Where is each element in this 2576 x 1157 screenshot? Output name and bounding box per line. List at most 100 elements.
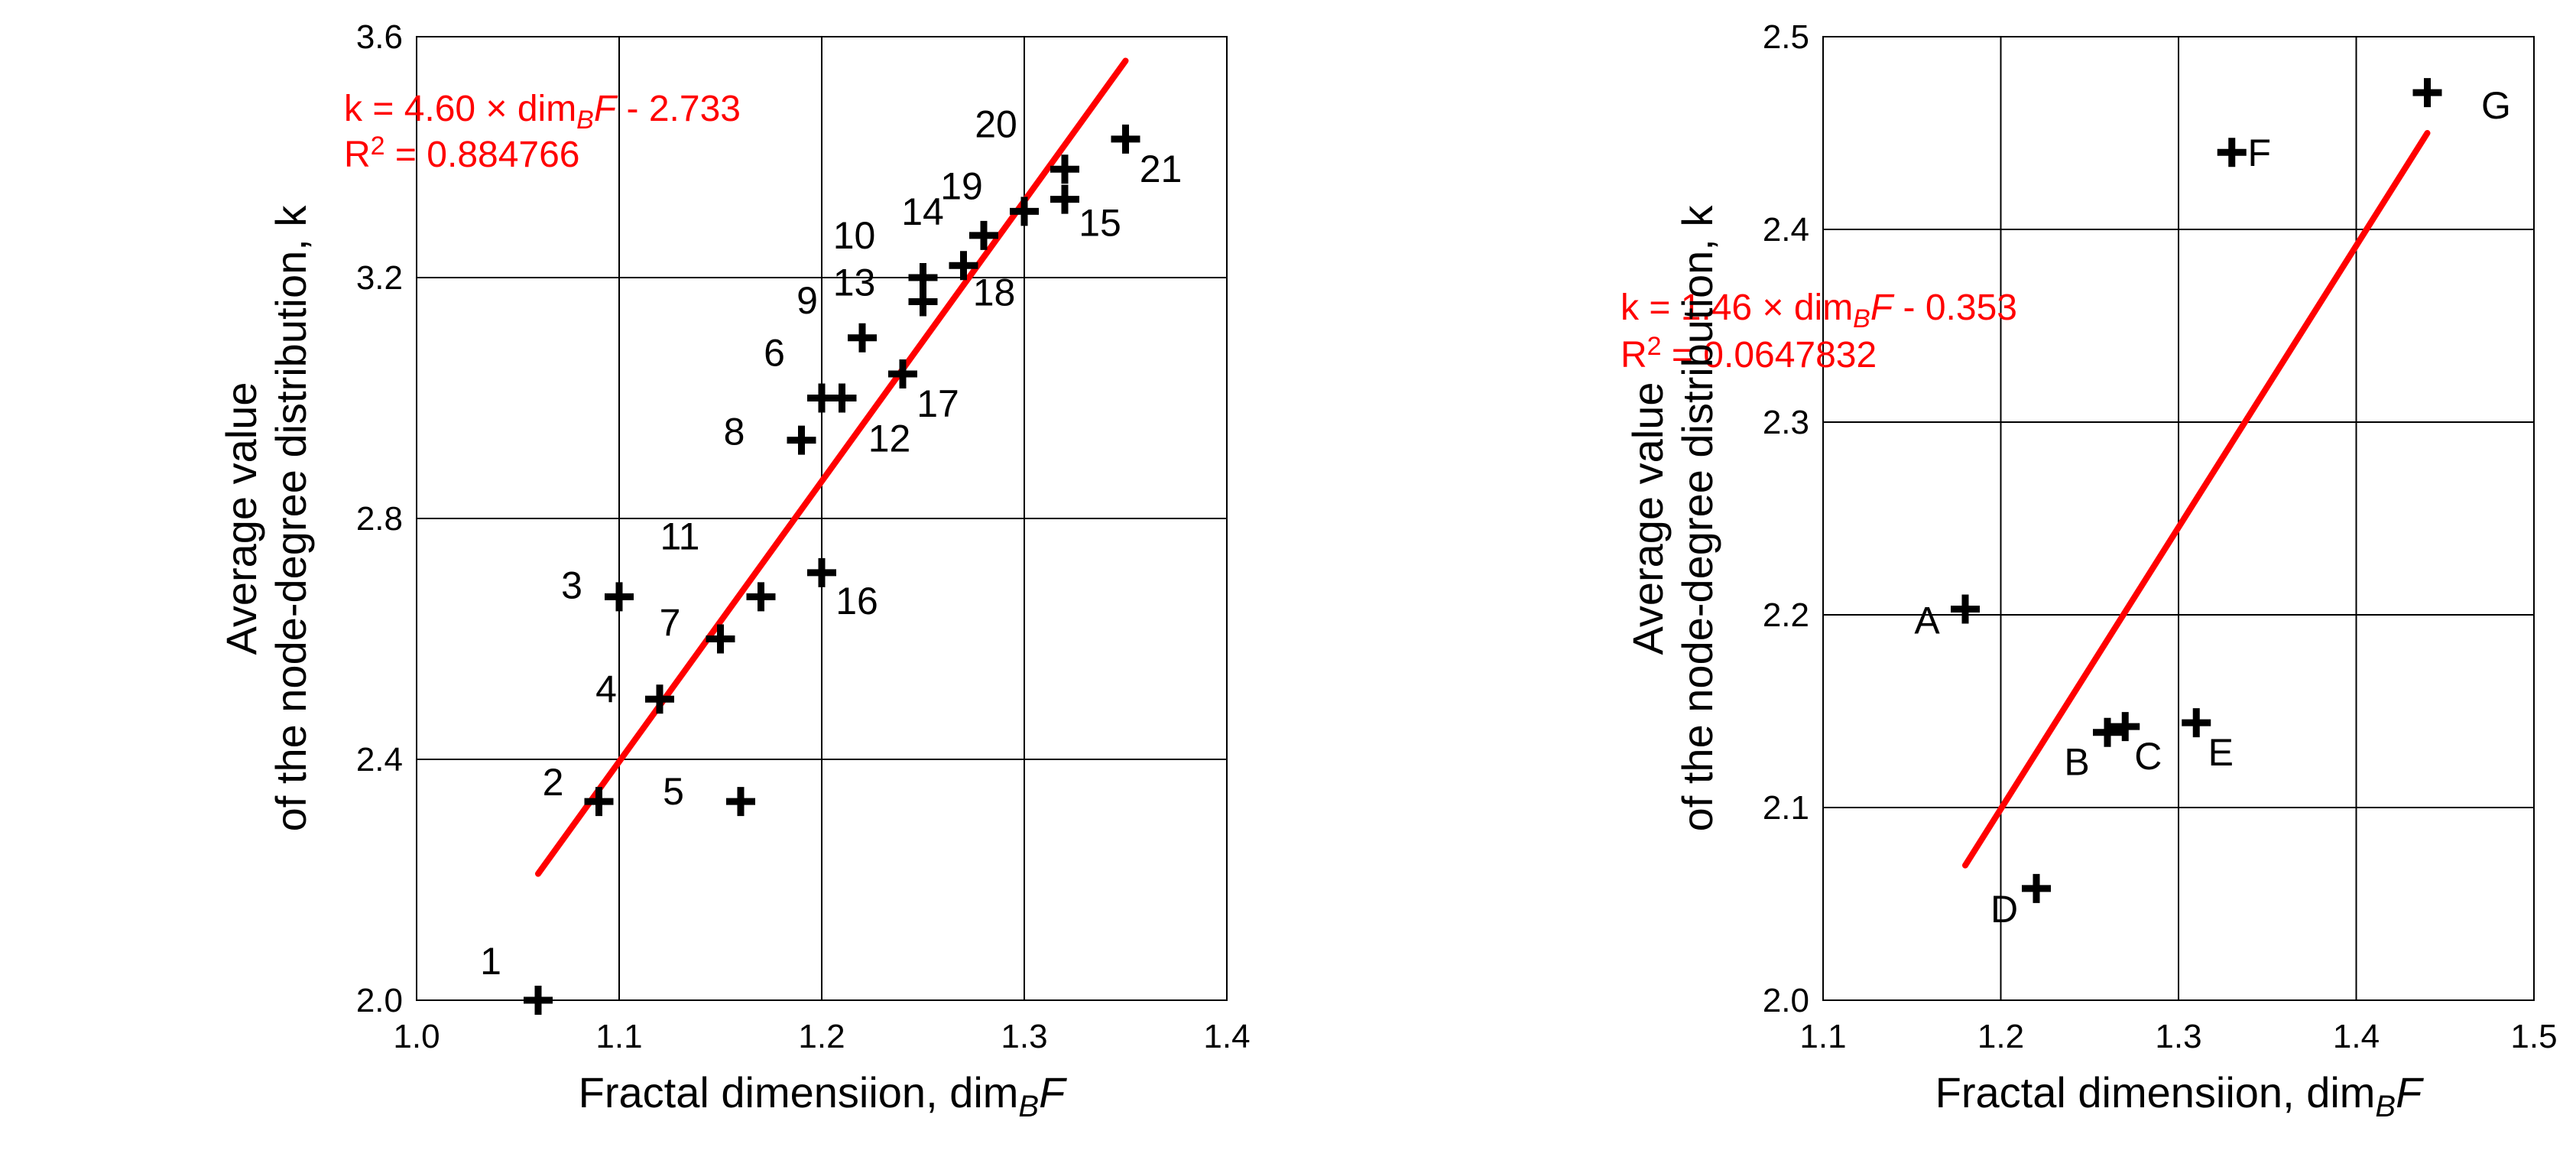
x-tick-label: 1.1 bbox=[1799, 1018, 1846, 1055]
data-point bbox=[807, 558, 836, 587]
y-tick-label: 3.2 bbox=[356, 259, 403, 297]
x-axis-label-text: Fractal dimensiion, dim bbox=[579, 1068, 1019, 1116]
data-point bbox=[747, 582, 776, 611]
data-point bbox=[1050, 185, 1079, 214]
r2-sup: 2 bbox=[1647, 332, 1662, 361]
point-label: B bbox=[2064, 741, 2089, 784]
x-axis-label-text: Fractal dimensiion, dim bbox=[1935, 1068, 2376, 1116]
point-label: 16 bbox=[835, 580, 878, 622]
point-label: 20 bbox=[975, 102, 1017, 145]
data-point bbox=[726, 787, 755, 816]
x-axis-label-sub: B bbox=[2375, 1090, 2396, 1123]
point-label: 2 bbox=[543, 761, 564, 804]
data-point bbox=[1111, 125, 1140, 154]
x-tick-label: 1.3 bbox=[1001, 1018, 1047, 1055]
data-point bbox=[909, 288, 938, 317]
y-tick-label: 2.5 bbox=[1763, 18, 1809, 56]
point-label: 11 bbox=[660, 515, 700, 557]
data-point bbox=[848, 323, 877, 353]
point-label: 17 bbox=[917, 382, 959, 425]
point-label: 4 bbox=[595, 668, 617, 710]
x-tick-label: 1.2 bbox=[798, 1018, 845, 1055]
data-point bbox=[2182, 708, 2211, 737]
fit-r-squared: R2 = 0.884766 bbox=[344, 132, 580, 175]
data-point bbox=[1010, 197, 1039, 226]
fit-equation-prefix: k = 4.60 × dim bbox=[344, 89, 576, 129]
point-label: F bbox=[2247, 132, 2271, 174]
data-point bbox=[787, 426, 816, 455]
point-label: 15 bbox=[1079, 202, 1121, 245]
y-tick-labels: 2.0 2.1 2.2 2.3 2.4 2.5 bbox=[1763, 18, 1809, 1019]
point-label: D bbox=[1990, 888, 2018, 931]
point-label: 8 bbox=[724, 411, 745, 453]
data-point bbox=[828, 384, 857, 413]
y-axis-label-line2: of the node-degree distribution, k bbox=[1673, 205, 1721, 832]
x-tick-label: 1.5 bbox=[2510, 1018, 2557, 1055]
chart-right: 1.1 1.2 1.3 1.4 1.5 2.0 2.1 2.2 2.3 2.4 2.5 A B C D E… bbox=[1621, 18, 2558, 1123]
data-point bbox=[605, 582, 634, 611]
point-label: 7 bbox=[660, 602, 681, 645]
point-label: 9 bbox=[796, 279, 818, 322]
point-label: 12 bbox=[868, 418, 911, 460]
point-label: 13 bbox=[833, 262, 876, 304]
data-point bbox=[2218, 138, 2247, 167]
y-tick-label: 2.1 bbox=[1763, 789, 1809, 827]
data-point bbox=[706, 625, 735, 654]
data-point bbox=[524, 986, 553, 1015]
fit-r-squared: R2 = 0.0647832 bbox=[1621, 332, 1877, 375]
gridlines bbox=[1823, 37, 2534, 1000]
point-label: 18 bbox=[973, 271, 1016, 314]
x-axis-label-sub: B bbox=[1018, 1090, 1039, 1123]
point-label: 14 bbox=[901, 190, 944, 233]
chart-left: 1.0 1.1 1.2 1.3 1.4 2.02.42.83.23.6 12345678… bbox=[217, 18, 1251, 1123]
point-label: G bbox=[2481, 84, 2511, 127]
y-axis-label-line1: Average value bbox=[1624, 382, 1672, 655]
data-point bbox=[2022, 874, 2051, 903]
gridlines bbox=[417, 37, 1227, 1000]
y-tick-label: 2.3 bbox=[1763, 404, 1809, 441]
y-tick-label: 2.0 bbox=[356, 982, 403, 1019]
x-tick-labels: 1.1 1.2 1.3 1.4 1.5 bbox=[1799, 1018, 2557, 1055]
data-points bbox=[1951, 78, 2442, 903]
r2-label: R bbox=[344, 135, 371, 175]
x-tick-label: 1.4 bbox=[1203, 1018, 1250, 1055]
point-label: 6 bbox=[764, 332, 785, 375]
x-axis-label-italic: F bbox=[1039, 1068, 1067, 1116]
x-axis-label: Fractal dimensiion, dimBF bbox=[1935, 1068, 2424, 1123]
x-tick-label: 1.0 bbox=[393, 1018, 440, 1055]
x-axis-label-italic: F bbox=[2396, 1068, 2424, 1116]
point-labels: 1234567891011121314 15161718192021 bbox=[480, 102, 1182, 983]
fit-equation-sub: B bbox=[576, 106, 594, 135]
fit-equation-sub: B bbox=[1853, 304, 1870, 333]
point-label: 21 bbox=[1140, 148, 1183, 190]
point-label: 10 bbox=[833, 214, 876, 257]
x-tick-label: 1.4 bbox=[2333, 1018, 2380, 1055]
x-tick-label: 1.3 bbox=[2155, 1018, 2201, 1055]
data-point bbox=[2413, 78, 2442, 107]
x-tick-label: 1.1 bbox=[595, 1018, 642, 1055]
y-tick-label: 2.2 bbox=[1763, 596, 1809, 634]
point-label: 3 bbox=[561, 564, 582, 606]
data-point bbox=[2093, 718, 2122, 747]
fit-equation-italic: F bbox=[1870, 288, 1895, 328]
fit-equation-italic: F bbox=[594, 89, 618, 129]
fit-equation-prefix: k = 1.46 × dim bbox=[1621, 288, 1853, 328]
data-point bbox=[1951, 594, 1980, 623]
point-label: 19 bbox=[940, 164, 983, 207]
x-tick-label: 1.2 bbox=[1977, 1018, 2024, 1055]
point-label: E bbox=[2208, 731, 2234, 774]
fit-equation-suffix: - 2.733 bbox=[616, 89, 741, 129]
y-tick-label: 2.8 bbox=[356, 500, 403, 538]
data-points bbox=[524, 125, 1140, 1015]
y-tick-label: 2.4 bbox=[1763, 211, 1809, 249]
point-label: C bbox=[2134, 735, 2162, 778]
r2-value: = 0.884766 bbox=[385, 135, 580, 175]
y-tick-label: 2.4 bbox=[356, 741, 403, 778]
fit-equation-suffix: - 0.353 bbox=[1893, 288, 2017, 328]
point-label: 1 bbox=[480, 940, 501, 983]
y-axis-label-line2: of the node-degree distribution, k bbox=[267, 205, 315, 832]
x-axis-label: Fractal dimensiion, dimBF bbox=[579, 1068, 1067, 1123]
trend-line bbox=[1965, 133, 2428, 866]
point-label: A bbox=[1914, 599, 1940, 642]
